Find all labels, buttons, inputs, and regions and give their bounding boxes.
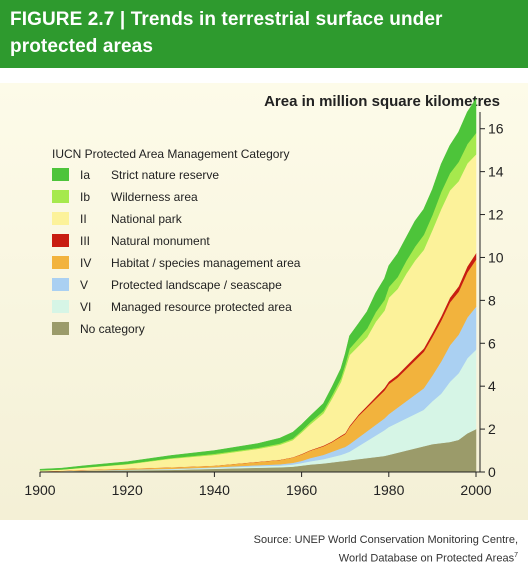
legend-code: III [80,234,90,248]
legend-label: Managed resource protected area [111,300,292,314]
stacked-area-chart: Area in million square kilometres 1900 192… [24,93,504,498]
legend-label: No category [80,322,145,336]
x-tick-label: 1920 [112,482,143,498]
y-tick-label: 0 [488,464,496,480]
legend-swatch [52,212,69,225]
legend-label: Wilderness area [111,190,198,204]
legend-label: Natural monument [111,234,210,248]
legend-label: Habitat / species management area [111,256,301,270]
figure-label: FIGURE 2.7 [10,9,115,30]
series-area-ia [39,97,477,471]
title-separator: | [119,9,126,30]
source-footnote: 7 [514,552,518,559]
y-tick-label: 14 [488,164,504,180]
legend-code: V [80,278,88,292]
y-tick-label: 6 [488,335,496,351]
legend-swatch [52,190,69,203]
source-line-2-text: World Database on Protected Areas [338,552,515,565]
figure-header: FIGURE 2.7 | Trends in terrestrial surfa… [0,0,528,68]
source-note: Source: UNEP World Conservation Monitori… [254,533,518,567]
legend-code: Ia [80,168,90,182]
y-tick-label: 4 [488,378,496,394]
legend-swatch [52,234,69,247]
legend-code: Ib [80,190,90,204]
legend-swatch [52,300,69,313]
legend-label: National park [111,212,183,226]
legend-title: IUCN Protected Area Management Category [52,147,289,161]
legend-swatch [52,168,69,181]
y-tick-label: 2 [488,421,496,437]
source-line-2: World Database on Protected Areas7 [254,548,518,567]
legend-label: Protected landscape / seascape [111,278,282,292]
x-tick-label: 2000 [460,482,491,498]
x-tick-label: 1940 [199,482,230,498]
x-tick-label: 1960 [286,482,317,498]
legend-label: Strict nature reserve [111,168,219,182]
legend-swatch [52,256,69,269]
y-tick-label: 8 [488,292,496,308]
source-line-1: Source: UNEP World Conservation Monitori… [253,534,518,546]
x-tick-label: 1900 [24,482,55,498]
figure-title-text: Trends in terrestrial surface under prot… [10,9,443,57]
legend-code: II [80,212,87,226]
legend-code: VI [80,300,91,314]
y-tick-label: 12 [488,207,504,223]
figure-title: FIGURE 2.7 | Trends in terrestrial surfa… [10,6,518,60]
legend-code: IV [80,256,91,270]
y-tick-label: 16 [488,121,504,137]
legend-swatch [52,278,69,291]
y-unit-label: Area in million square kilometres [264,93,500,110]
y-tick-label: 10 [488,249,504,265]
x-tick-label: 1980 [373,482,404,498]
legend-swatch [52,322,69,335]
